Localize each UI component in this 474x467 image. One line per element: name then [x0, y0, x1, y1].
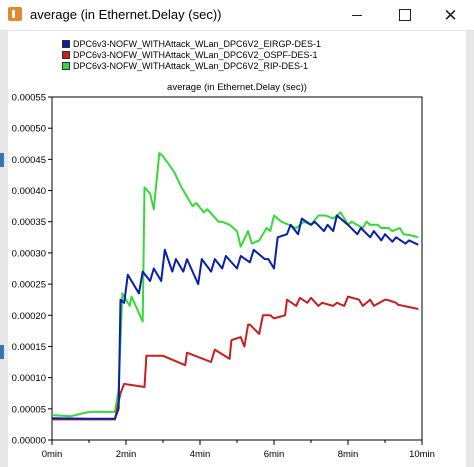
maximize-icon — [398, 9, 411, 21]
series-lines — [51, 152, 419, 421]
x-axis: 0min 2min 4min 6min 8min 10min — [42, 440, 435, 460]
legend-swatch-eirgp — [62, 39, 70, 48]
chart-title: average (in Ethernet.Delay (sec)) — [167, 82, 307, 93]
x-tick-label: 4min — [190, 449, 211, 460]
minimize-button[interactable] — [334, 0, 379, 30]
y-tick-label: 0.00045 — [12, 155, 46, 166]
legend-label-eirgp: DPC6v3-NOFW_WITHAttack_WLan_DPC6V2_EIRGP… — [73, 38, 322, 49]
y-tick-label: 0.00035 — [12, 217, 46, 228]
series-line-eirgp — [51, 214, 419, 420]
y-axis: 0.00000 0.00005 0.00010 0.00015 0.00020 0.000… — [12, 93, 52, 447]
y-tick-label: 0.00050 — [12, 124, 46, 135]
chart-canvas — [8, 31, 466, 467]
legend-swatch-ospf — [62, 50, 70, 59]
background-window-edge — [0, 153, 4, 167]
legend-swatch-rip — [62, 61, 70, 70]
y-tick-label: 0.00010 — [12, 373, 46, 384]
close-icon: ✕ — [443, 5, 458, 25]
x-tick-label: 10min — [409, 449, 435, 460]
x-tick-label: 6min — [264, 449, 285, 460]
series-line-ospf — [52, 295, 419, 421]
series-line-rip — [51, 152, 419, 418]
minimize-icon — [351, 14, 362, 16]
right-window-edge — [466, 31, 474, 467]
window-title: average (in Ethernet.Delay (sec)) — [30, 7, 222, 22]
x-tick-label: 0min — [42, 449, 63, 460]
legend-item-ospf: DPC6v3-NOFW_WITHAttack_WLan_DPC6V2_OSPF-… — [62, 49, 321, 60]
y-tick-label: 0.00030 — [12, 248, 46, 259]
app-icon — [8, 7, 22, 21]
legend-item-eirgp: DPC6v3-NOFW_WITHAttack_WLan_DPC6V2_EIRGP… — [62, 38, 321, 49]
y-tick-label: 0.00040 — [12, 186, 46, 197]
legend-item-rip: DPC6v3-NOFW_WITHAttack_WLan_DPC6V2_RIP-D… — [62, 60, 321, 71]
close-button[interactable]: ✕ — [428, 0, 473, 30]
window-titlebar: average (in Ethernet.Delay (sec)) ✕ — [0, 0, 474, 31]
maximize-button[interactable] — [382, 0, 427, 30]
x-tick-label: 2min — [116, 449, 137, 460]
y-tick-label: 0.00000 — [12, 436, 46, 447]
legend-label-rip: DPC6v3-NOFW_WITHAttack_WLan_DPC6V2_RIP-D… — [73, 60, 309, 71]
legend: DPC6v3-NOFW_WITHAttack_WLan_DPC6V2_EIRGP… — [62, 38, 321, 71]
legend-label-ospf: DPC6v3-NOFW_WITHAttack_WLan_DPC6V2_OSPF-… — [73, 49, 318, 60]
left-window-edge — [0, 31, 8, 467]
y-tick-label: 0.00020 — [12, 311, 46, 322]
background-window-edge — [0, 345, 4, 359]
y-tick-label: 0.00055 — [12, 93, 46, 104]
y-tick-label: 0.00015 — [12, 342, 46, 353]
y-tick-label: 0.00005 — [12, 404, 46, 415]
x-tick-label: 8min — [338, 449, 359, 460]
y-tick-label: 0.00025 — [12, 280, 46, 291]
